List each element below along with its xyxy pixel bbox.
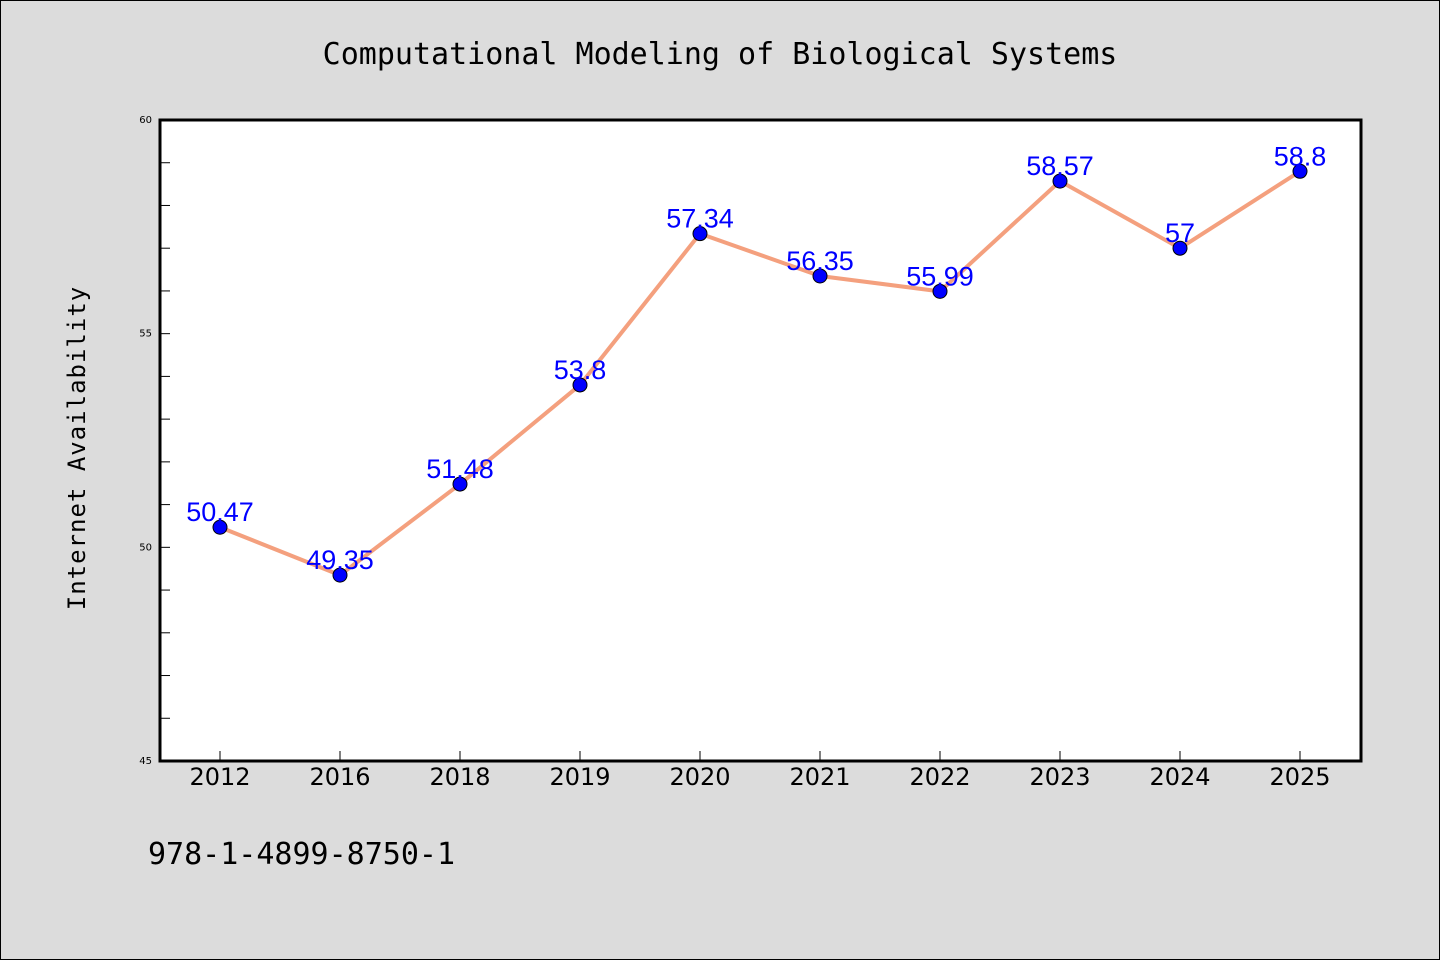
y-axis-label: Internet Availability (63, 286, 91, 610)
x-tick-label: 2012 (189, 763, 250, 791)
x-tick-label: 2023 (1029, 763, 1090, 791)
data-point-marker (932, 283, 948, 299)
data-label-group: 50.47 49.35 51.48 53.8 57.34 56.35 55.99 58.57 5… (186, 141, 1326, 575)
data-label: 51.48 (426, 454, 494, 484)
y-tick-label: 60 (139, 115, 152, 126)
data-label: 57 (1165, 218, 1195, 248)
series-line (218, 169, 1302, 578)
data-label: 56.35 (786, 246, 854, 276)
data-point-marker (692, 226, 708, 242)
data-point-marker (812, 268, 828, 284)
data-point-marker (332, 567, 348, 583)
chart-title: Computational Modeling of Biological Sys… (323, 37, 1118, 72)
plot-area (158, 118, 1363, 763)
x-tick-label: 2016 (309, 763, 370, 791)
x-tick-label: 2020 (669, 763, 730, 791)
x-tick-label: 2021 (789, 763, 850, 791)
y-tick-label: 45 (139, 756, 152, 767)
series-line-group (218, 169, 1302, 578)
isbn-text: 978-1-4899-8750-1 (148, 837, 455, 872)
y-tick-label: 50 (139, 542, 152, 553)
data-point-marker (1172, 240, 1188, 256)
data-label: 55.99 (906, 261, 974, 291)
data-label: 58.57 (1026, 151, 1094, 181)
data-point-marker (572, 377, 588, 393)
y-tick-label: 55 (139, 329, 152, 340)
data-label: 50.47 (186, 497, 254, 527)
data-point-marker (452, 476, 468, 492)
x-tick-label: 2022 (909, 763, 970, 791)
data-label: 57.34 (666, 204, 734, 234)
x-tick-label: 2025 (1269, 763, 1330, 791)
x-tick-label: 2019 (549, 763, 610, 791)
data-label: 49.35 (306, 545, 374, 575)
data-label: 53.8 (554, 355, 607, 385)
x-tick-label: 2018 (429, 763, 490, 791)
x-axis-ticks: 2012 2016 2018 2019 2020 2021 2022 2023 2024 2025 (189, 751, 1331, 791)
y-axis-ticks: 45 50 55 60 (139, 115, 170, 767)
data-point-marker (212, 519, 228, 535)
data-point-marker (1292, 163, 1308, 179)
data-label: 58.8 (1274, 141, 1327, 171)
marker-group (212, 163, 1308, 583)
data-point-marker (1052, 173, 1068, 189)
x-tick-label: 2024 (1149, 763, 1210, 791)
